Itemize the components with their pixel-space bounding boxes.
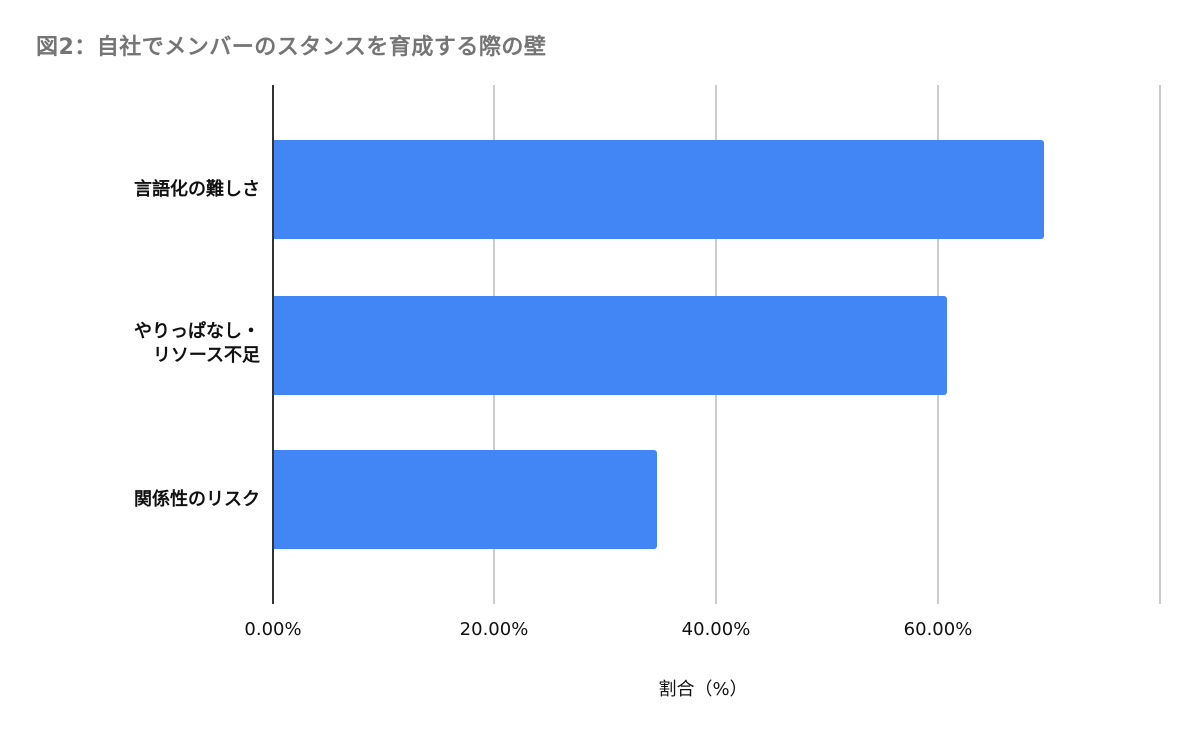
category-label: 言語化の難しさ (134, 179, 260, 200)
bar[interactable] (273, 296, 948, 395)
category-label: やりっぱなし・ リソース不足 (134, 321, 260, 366)
gridline-80 (1159, 85, 1161, 604)
x-axis-title: 割合（%） (658, 679, 748, 700)
x-tick-label: 20.00% (459, 619, 529, 640)
bar[interactable] (273, 450, 658, 549)
plot-area (272, 85, 1161, 604)
category-label: 関係性のリスク (134, 489, 260, 510)
y-axis-line (272, 85, 274, 604)
x-tick-label: 40.00% (681, 619, 751, 640)
x-tick-label: 60.00% (903, 619, 973, 640)
bar[interactable] (273, 140, 1044, 239)
chart-title: 図2：自社でメンバーのスタンスを育成する際の壁 (36, 35, 547, 60)
x-tick-label: 0.00% (244, 619, 302, 640)
